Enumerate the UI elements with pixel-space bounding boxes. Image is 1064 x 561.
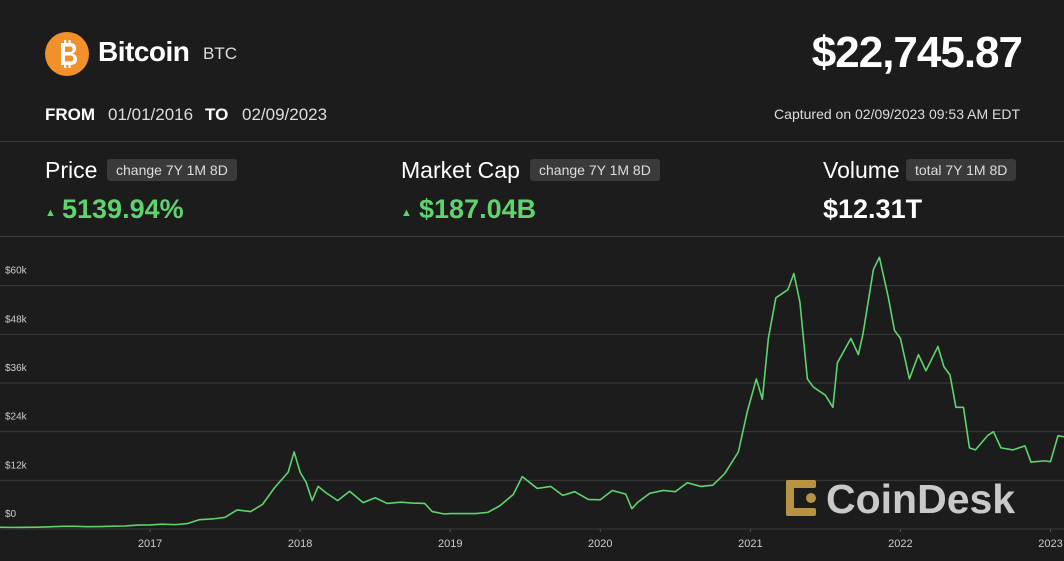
y-tick-label: $0 — [5, 509, 17, 520]
stat-value: $12.31T — [823, 194, 923, 224]
up-arrow: ▲ — [45, 207, 56, 219]
to-date: 02/09/2023 — [242, 105, 328, 124]
stat-label: Price — [45, 157, 98, 183]
to-label: TO — [205, 105, 229, 124]
current-price: $22,745.87 — [811, 28, 1023, 77]
stat-period: total 7Y 1M 8D — [906, 159, 1017, 181]
stat-period: change 7Y 1M 8D — [107, 159, 237, 181]
separator — [0, 141, 1064, 142]
price-line — [0, 256, 1064, 529]
x-tick-label: 2019 — [438, 538, 462, 550]
y-tick-label: $60k — [5, 266, 28, 277]
x-tick-label: 2022 — [888, 538, 912, 550]
captured-time: Captured on 02/09/2023 09:53 AM EDT — [774, 106, 1020, 122]
stat-value: 5139.94% — [62, 194, 184, 224]
coin-symbol: BTC — [203, 44, 237, 63]
y-tick-label: $24k — [5, 412, 28, 423]
x-tick-label: 2018 — [288, 538, 312, 550]
x-tick-label: 2021 — [738, 538, 762, 550]
watermark: CoinDesk — [826, 476, 1015, 522]
y-tick-label: $12k — [5, 460, 28, 471]
separator — [0, 236, 1064, 237]
coin-name: Bitcoin — [98, 36, 190, 67]
y-tick-label: $48k — [5, 314, 28, 325]
bitcoin-logo — [45, 32, 89, 76]
from-date: 01/01/2016 — [108, 105, 194, 124]
stat-label: Market Cap — [401, 157, 520, 183]
from-label: FROM — [45, 105, 96, 124]
stat-period: change 7Y 1M 8D — [530, 159, 660, 181]
coindesk-logo — [786, 480, 816, 516]
up-arrow: ▲ — [401, 207, 412, 219]
x-tick-label: 2020 — [588, 538, 612, 550]
y-tick-label: $36k — [5, 363, 28, 374]
x-tick-label: 2023 — [1038, 538, 1062, 550]
stat-label: Volume — [823, 157, 900, 183]
stat-value: $187.04B — [419, 194, 537, 224]
x-tick-label: 2017 — [138, 538, 162, 550]
chart: $0 $12k $24k $36k $48k $60k 2017 2018 2019 2020 20… — [0, 256, 1064, 550]
